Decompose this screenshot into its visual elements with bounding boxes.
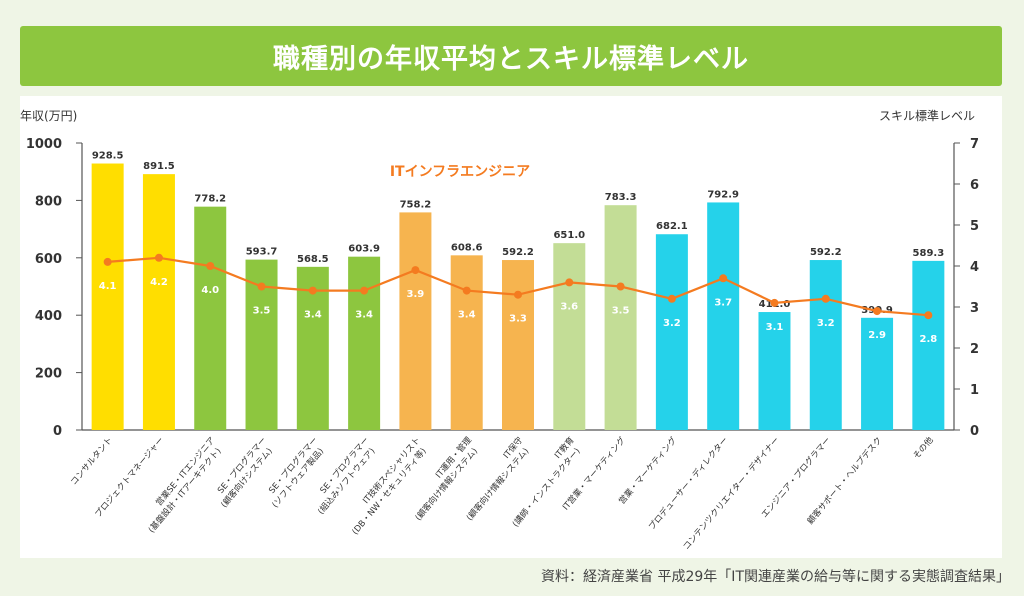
right-tick-label: 2: [970, 342, 979, 357]
chart-panel: 年収(万円) スキル標準レベル 0 200 400 600 800 1000 0 1 2 3 4 5 6 7 9…: [20, 96, 1002, 558]
bar: [809, 260, 842, 430]
left-axis-title: 年収(万円): [20, 109, 77, 123]
left-tick-label: 200: [35, 367, 62, 382]
bar-value-label: 792.9: [707, 189, 739, 200]
bar-value-label: 778.2: [194, 194, 226, 205]
skill-level-point: [924, 311, 933, 320]
skill-level-point: [103, 257, 112, 266]
right-tick-label: 1: [970, 383, 979, 398]
category-label: 営業・マーケティング: [617, 434, 680, 506]
right-tick-label: 0: [970, 424, 979, 439]
bar: [399, 212, 432, 430]
bar: [194, 206, 227, 430]
skill-level-point: [308, 286, 317, 295]
bar: [861, 317, 894, 430]
bar: [655, 234, 688, 430]
right-tick-label: 3: [970, 301, 979, 316]
chart: 年収(万円) スキル標準レベル02004006008001000012345679…: [20, 108, 979, 552]
skill-level-point: [821, 294, 830, 303]
skill-level-label: 2.9: [868, 330, 886, 341]
skill-level-label: 3.1: [766, 322, 784, 333]
bar-value-label: 589.3: [913, 248, 945, 259]
source-note: 資料：経済産業省 平成29年「IT関連産業の給与等に関する実態調査結果」: [541, 569, 1010, 585]
bar-value-label: 891.5: [143, 161, 175, 172]
right-tick-label: 6: [970, 178, 979, 193]
bar: [142, 174, 175, 430]
bar: [604, 205, 637, 430]
skill-level-label: 4.2: [150, 277, 168, 288]
skill-level-point: [257, 282, 266, 291]
bar-value-label: 758.2: [400, 199, 432, 210]
right-tick-label: 5: [970, 219, 979, 234]
skill-level-label: 2.8: [919, 334, 937, 345]
bar: [758, 312, 791, 430]
bar-value-label: 603.9: [348, 244, 380, 255]
left-tick-label: 800: [35, 194, 62, 209]
skill-level-label: 4.1: [99, 281, 117, 292]
skill-level-label: 3.2: [817, 318, 835, 329]
bar-value-label: 568.5: [297, 254, 329, 265]
left-tick-label: 600: [35, 252, 62, 267]
skill-level-point: [616, 282, 625, 291]
right-tick-label: 4: [970, 260, 979, 275]
category-label: コンサルタント: [69, 436, 115, 488]
bar-value-label: 682.1: [656, 221, 688, 232]
skill-level-point: [154, 253, 163, 262]
bar: [912, 260, 945, 430]
skill-level-label: 3.4: [458, 310, 476, 321]
skill-level-point: [514, 290, 522, 299]
category-sublabel: (基盤設計・ITアーキテクト): [146, 446, 223, 535]
skill-level-label: 3.9: [407, 289, 425, 300]
skill-level-point: [873, 307, 882, 316]
bar: [348, 256, 381, 430]
title-bar: 職種別の年収平均とスキル標準レベル: [20, 26, 1002, 86]
left-tick-label: 1000: [26, 137, 62, 152]
bar-value-label: 928.5: [92, 151, 124, 162]
annotation-it-infra: ITインフラエンジニア: [390, 164, 530, 180]
skill-level-point: [719, 274, 728, 283]
skill-level-label: 3.7: [714, 297, 732, 308]
skill-level-label: 3.4: [355, 310, 373, 321]
skill-level-point: [360, 286, 369, 295]
right-axis-title: スキル標準レベル: [879, 108, 975, 123]
skill-level-point: [770, 298, 779, 307]
skill-level-label: 3.5: [612, 306, 630, 317]
bar: [502, 260, 534, 430]
left-tick-label: 0: [53, 424, 62, 439]
bar-value-label: 592.2: [502, 247, 534, 258]
right-tick-label: 7: [970, 137, 979, 152]
skill-level-point: [206, 262, 215, 270]
skill-level-label: 4.0: [201, 285, 219, 296]
bar-value-label: 593.7: [246, 247, 278, 258]
skill-level-point: [462, 286, 471, 295]
skill-level-label: 3.5: [253, 306, 271, 317]
skill-level-point: [411, 266, 420, 275]
skill-level-label: 3.6: [560, 301, 578, 312]
bar-value-label: 608.6: [451, 242, 483, 253]
skill-level-point: [667, 294, 676, 303]
skill-level-label: 3.2: [663, 318, 681, 329]
bar-value-label: 783.3: [605, 192, 637, 203]
bar-value-label: 651.0: [553, 230, 585, 241]
bar: [91, 163, 124, 430]
skill-level-label: 3.4: [304, 310, 322, 321]
bar: [450, 255, 483, 430]
bar: [553, 243, 586, 430]
category-label: その他: [911, 434, 936, 461]
skill-level-label: 3.3: [509, 314, 527, 325]
bar-value-label: 592.2: [810, 247, 842, 258]
bar: [707, 202, 740, 430]
category-label: コンテンツクリエイター・デザイナー: [681, 435, 782, 552]
left-tick-label: 400: [35, 309, 62, 324]
page-title: 職種別の年収平均とスキル標準レベル: [273, 43, 749, 75]
skill-level-point: [565, 278, 574, 287]
